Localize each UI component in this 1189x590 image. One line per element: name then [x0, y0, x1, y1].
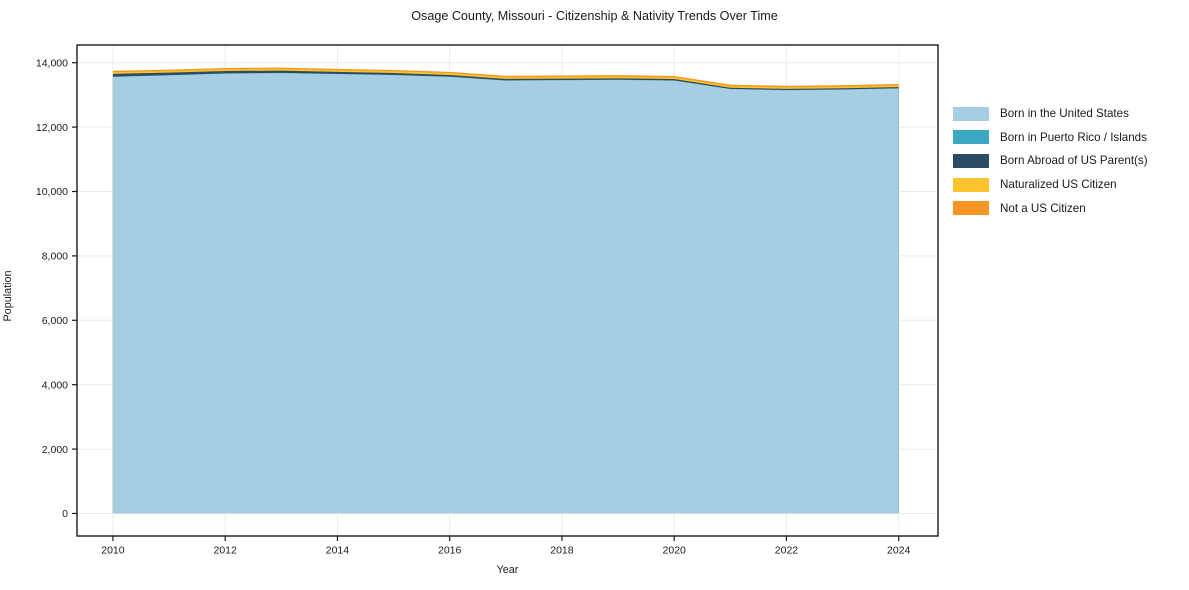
legend: Born in the United States Born in Puerto …	[953, 102, 1148, 220]
legend-label: Born in Puerto Rico / Islands	[1000, 130, 1147, 144]
legend-swatch	[953, 177, 989, 192]
legend-swatch	[953, 130, 989, 145]
legend-swatch	[953, 106, 989, 121]
chart-title: Osage County, Missouri - Citizenship & N…	[411, 9, 778, 23]
x-tick-label: 2012	[213, 545, 237, 557]
y-tick-label: 4,000	[42, 379, 68, 391]
x-tick-label: 2010	[101, 545, 125, 557]
x-tick-label: 2020	[663, 545, 687, 557]
legend-item: Born in Puerto Rico / Islands	[953, 126, 1148, 150]
legend-label: Not a US Citizen	[1000, 201, 1086, 215]
y-tick-label: 8,000	[42, 251, 68, 263]
x-axis-label: Year	[496, 564, 519, 576]
y-tick-label: 10,000	[36, 186, 68, 198]
legend-swatch	[953, 153, 989, 168]
area-series-0	[112, 73, 899, 514]
x-tick-label: 2014	[326, 545, 350, 557]
x-tick-label: 2016	[438, 545, 462, 557]
y-tick-label: 0	[62, 508, 68, 520]
legend-label: Naturalized US Citizen	[1000, 178, 1117, 192]
x-tick-label: 2024	[887, 545, 911, 557]
legend-label: Born in the United States	[1000, 107, 1129, 121]
legend-item: Not a US Citizen	[953, 196, 1148, 220]
plot-frame	[76, 44, 939, 537]
legend-item: Born in the United States	[953, 102, 1148, 126]
y-tick-label: 2,000	[42, 444, 68, 456]
x-tick-label: 2022	[775, 545, 799, 557]
y-tick-label: 12,000	[36, 122, 68, 134]
x-tick-label: 2018	[550, 545, 574, 557]
legend-label: Born Abroad of US Parent(s)	[1000, 154, 1148, 168]
y-tick-label: 14,000	[36, 57, 68, 69]
legend-item: Born Abroad of US Parent(s)	[953, 149, 1148, 173]
y-tick-label: 6,000	[42, 315, 68, 327]
legend-item: Naturalized US Citizen	[953, 173, 1148, 197]
legend-swatch	[953, 201, 989, 216]
